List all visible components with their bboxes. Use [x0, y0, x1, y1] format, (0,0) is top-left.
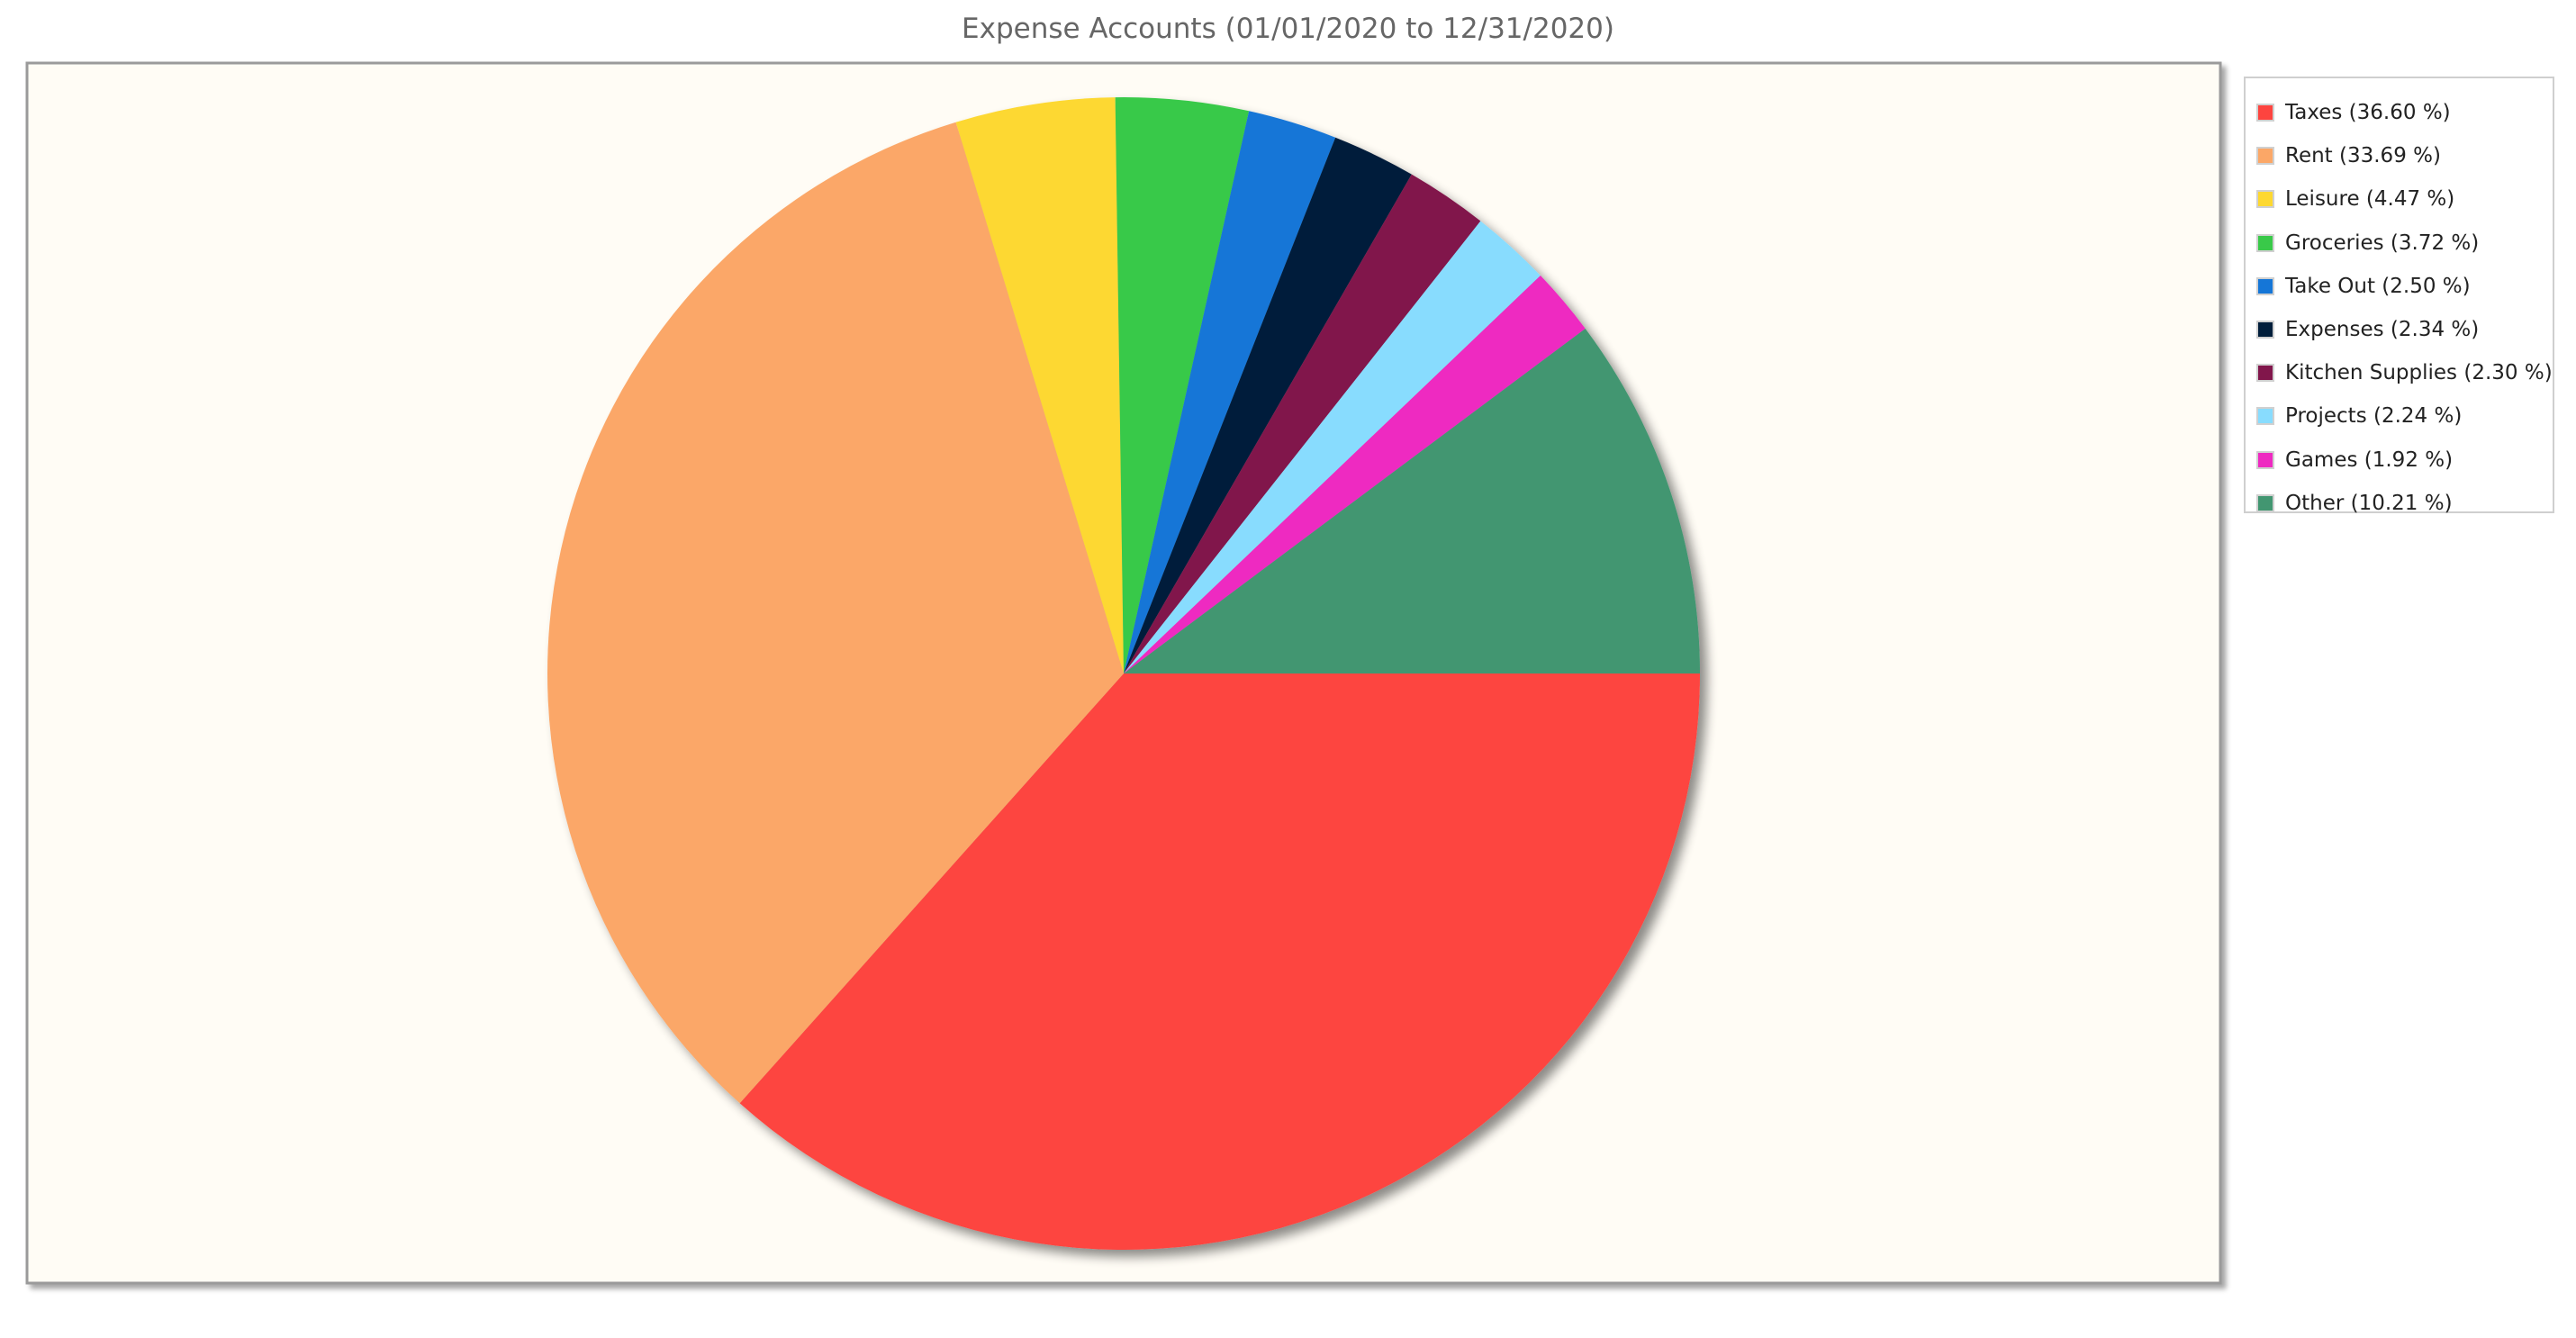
legend-swatch	[2256, 321, 2274, 339]
pie-slice-games[interactable]	[1124, 276, 1586, 674]
legend-item-games[interactable]: Games (1.92 %)	[2246, 438, 2553, 482]
legend-swatch	[2256, 493, 2274, 512]
legend-label: Projects (2.24 %)	[2285, 404, 2463, 429]
legend-swatch	[2256, 364, 2274, 383]
legend-item-take-out[interactable]: Take Out (2.50 %)	[2246, 265, 2553, 308]
pie-slice-groceries[interactable]	[1115, 97, 1250, 674]
legend-swatch	[2256, 450, 2274, 469]
legend-item-rent[interactable]: Rent (33.69 %)	[2246, 134, 2553, 177]
chart-title: Expense Accounts (01/01/2020 to 12/31/20…	[962, 13, 1614, 45]
legend-label: Take Out (2.50 %)	[2285, 274, 2471, 298]
legend-item-expenses[interactable]: Expenses (2.34 %)	[2246, 308, 2553, 351]
legend: Taxes (36.60 %) Rent (33.69 %) Leisure (4.…	[2244, 77, 2554, 515]
pie-slices	[547, 97, 1701, 1250]
legend-label: Other (10.21 %)	[2285, 491, 2453, 515]
pie-slice-other[interactable]	[1124, 328, 1700, 674]
pie-slice-taxes[interactable]	[739, 674, 1701, 1250]
pie-slice-projects[interactable]	[1124, 221, 1541, 674]
pie-slice-rent[interactable]	[547, 122, 1124, 1104]
pie-slice-take-out[interactable]	[1124, 111, 1336, 674]
legend-label: Games (1.92 %)	[2285, 448, 2454, 472]
legend-swatch	[2256, 104, 2274, 122]
legend-label: Groceries (3.72 %)	[2285, 231, 2480, 255]
legend-swatch	[2256, 276, 2274, 295]
legend-item-other[interactable]: Other (10.21 %)	[2246, 482, 2553, 525]
legend-label: Expenses (2.34 %)	[2285, 318, 2480, 342]
pie-slice-leisure[interactable]	[955, 97, 1124, 674]
legend-label: Rent (33.69 %)	[2285, 144, 2441, 168]
legend-label: Kitchen Supplies (2.30 %)	[2285, 361, 2553, 385]
legend-item-groceries[interactable]: Groceries (3.72 %)	[2246, 221, 2553, 265]
legend-item-leisure[interactable]: Leisure (4.47 %)	[2246, 177, 2553, 221]
legend-swatch	[2256, 147, 2274, 166]
legend-item-taxes[interactable]: Taxes (36.60 %)	[2246, 91, 2553, 134]
pie-slice-expenses[interactable]	[1124, 137, 1412, 674]
legend-item-kitchen-supplies[interactable]: Kitchen Supplies (2.30 %)	[2246, 351, 2553, 394]
legend-label: Leisure (4.47 %)	[2285, 187, 2455, 212]
legend-label: Taxes (36.60 %)	[2285, 101, 2451, 125]
legend-swatch	[2256, 233, 2274, 252]
pie-slice-kitchen-supplies[interactable]	[1124, 174, 1481, 674]
legend-item-projects[interactable]: Projects (2.24 %)	[2246, 394, 2553, 438]
legend-swatch	[2256, 407, 2274, 426]
legend-swatch	[2256, 190, 2274, 209]
